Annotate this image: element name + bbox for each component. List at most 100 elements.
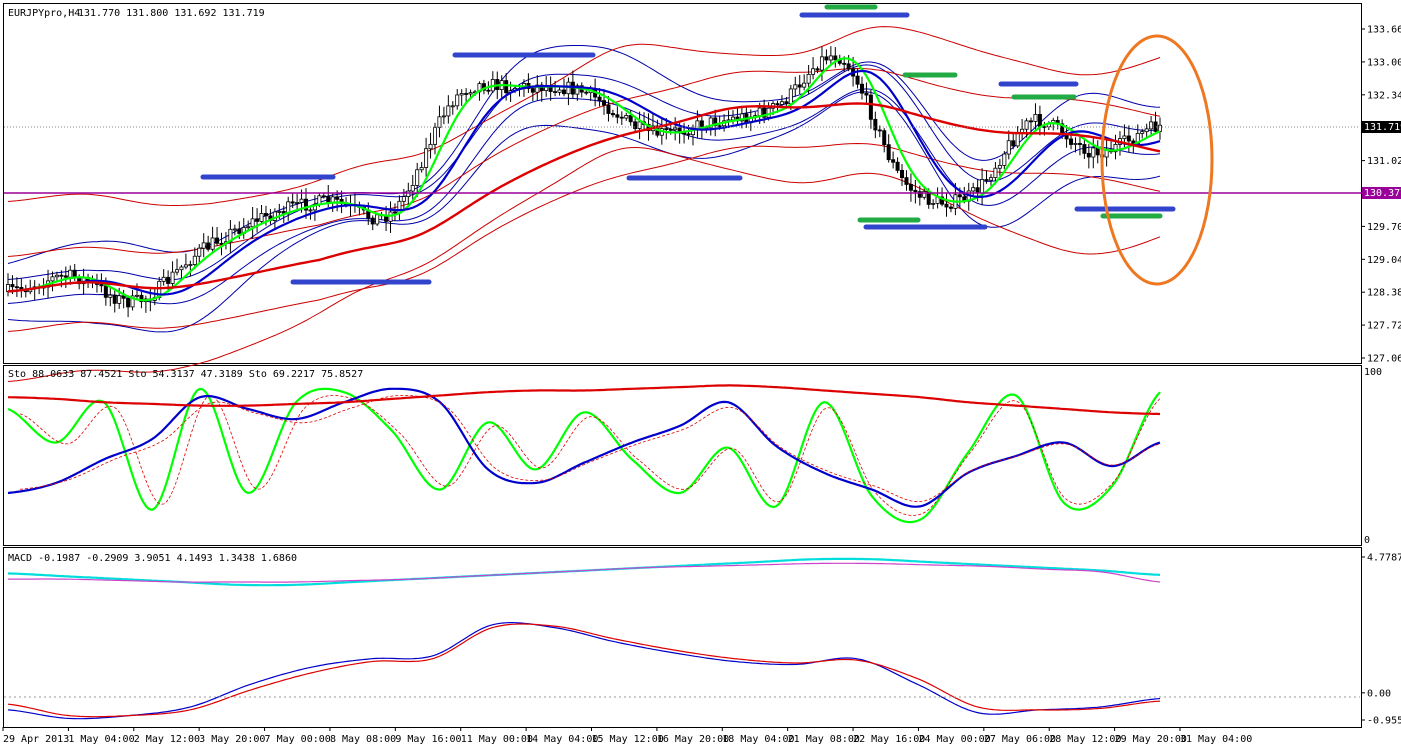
- candle-body-bear: [561, 89, 566, 95]
- candle-body-bull: [1015, 132, 1020, 147]
- candle-body-bear: [913, 189, 918, 193]
- candle-body-bear: [886, 144, 891, 161]
- candle-body-bear: [833, 55, 838, 61]
- candle-body-bear: [891, 159, 896, 163]
- candle-body-bear: [908, 184, 913, 191]
- candle-body-bear: [215, 237, 220, 244]
- candle-body-bull: [415, 169, 420, 186]
- envelope-upper-line: [7, 26, 1161, 206]
- candle-body-bear: [717, 125, 722, 128]
- candle-body-bull: [210, 237, 215, 250]
- candle-body-bull: [312, 203, 317, 211]
- candle-body-bear: [864, 92, 869, 96]
- candle-body-bull: [246, 226, 251, 229]
- candle-body-bull: [179, 266, 184, 271]
- price-tick-label: 133.665: [1367, 25, 1401, 36]
- horizontal-level-value: 130.377: [1364, 188, 1401, 199]
- candle-body-bear: [664, 128, 669, 131]
- candle-body-bull: [50, 276, 55, 282]
- candle-body-bear: [59, 274, 64, 277]
- time-tick-label: 18 May 04:00: [722, 734, 794, 745]
- candle-body-bear: [530, 88, 535, 93]
- stochastic-fast-line: [7, 387, 1161, 524]
- candle-body-bear: [877, 129, 882, 132]
- moving-average-fast-line: [7, 57, 1161, 302]
- main-price-panel[interactable]: [3, 3, 1362, 364]
- candle-body-bull: [188, 264, 193, 266]
- bollinger-envelope-bands: [7, 26, 1161, 382]
- candle-body-bear: [1126, 135, 1131, 142]
- candle-body-bear: [957, 194, 962, 198]
- stochastic-scale-bottom: 0: [1364, 535, 1370, 546]
- candle-body-bull: [108, 294, 113, 298]
- time-tick-label: 31 May 04:00: [1180, 734, 1252, 745]
- candle-body-bull: [459, 93, 464, 96]
- candle-body-bull: [1140, 131, 1145, 134]
- horizontal-level-tag: [1362, 187, 1401, 199]
- candle-body-bull: [441, 115, 446, 118]
- support-resistance-marks: [200, 4, 1176, 285]
- candle-body-bear: [166, 276, 171, 284]
- candle-body-bear: [940, 196, 945, 205]
- candle-body-bull: [993, 167, 998, 179]
- candle-body-bear: [619, 116, 624, 119]
- candle-body-bear: [321, 195, 326, 198]
- candle-body-bear: [486, 89, 491, 92]
- current-price-tag: [1362, 121, 1401, 133]
- moving-average-mid-line: [7, 69, 1161, 296]
- candle-body-bull: [980, 179, 985, 194]
- candle-body-bear: [615, 114, 620, 118]
- bollinger-lower-band: [7, 91, 1161, 333]
- candle-body-bull: [1006, 140, 1011, 155]
- envelope-inner-lower: [7, 142, 1161, 332]
- candle-body-bear: [112, 294, 117, 304]
- candle-body-bear: [597, 96, 602, 101]
- candle-body-bear: [868, 94, 873, 120]
- candle-body-bull: [406, 190, 411, 197]
- time-tick-label: 1 May 04:00: [68, 734, 134, 745]
- candle-body-bear: [859, 83, 864, 94]
- candle-body-bull: [277, 211, 282, 213]
- candle-body-bear: [206, 242, 211, 250]
- candle-body-bull: [757, 107, 762, 117]
- candle-body-bear: [263, 213, 268, 217]
- time-tick-label: 29 Apr 2013: [3, 734, 69, 745]
- price-tick-label: 131.025: [1367, 156, 1401, 167]
- current-price-value: 131.719: [1364, 122, 1401, 133]
- candle-body-bull: [806, 73, 811, 84]
- bollinger-inner-upper: [7, 64, 1161, 281]
- candle-body-bull: [68, 269, 73, 278]
- candle-body-bull: [624, 115, 629, 119]
- candle-body-bear: [842, 62, 847, 65]
- candle-body-bear: [873, 118, 878, 131]
- candle-body-bull: [468, 92, 473, 95]
- candle-body-bear: [824, 56, 829, 61]
- candle-body-bear: [628, 115, 633, 123]
- candle-body-bear: [606, 104, 611, 114]
- candle-body-bull: [1024, 120, 1029, 130]
- highlight-ellipse[interactable]: [1100, 34, 1214, 286]
- candle-body-bull: [250, 218, 255, 228]
- candle-body-bull: [557, 89, 562, 93]
- candle-body-bear: [895, 161, 900, 171]
- candle-body-bull: [419, 167, 424, 171]
- price-tick-label: 133.005: [1367, 57, 1401, 68]
- candle-body-bull: [201, 242, 206, 249]
- price-tick-label: 129.045: [1367, 255, 1401, 266]
- time-tick-label: 28 May 12:00: [1049, 734, 1121, 745]
- candle-body-bull: [731, 116, 736, 121]
- candle-body-bear: [335, 196, 340, 200]
- candle-body-bull: [437, 116, 442, 128]
- time-tick-label: 8 May 08:00: [330, 734, 396, 745]
- candle-body-bear: [1029, 120, 1034, 123]
- candle-body-bear: [846, 63, 851, 70]
- candle-body-bull: [432, 126, 437, 145]
- macd-scale: 4.7787 0.00 -0.9555: [1361, 553, 1401, 727]
- candle-body-bull: [673, 127, 678, 131]
- candle-body-bull: [766, 107, 771, 118]
- candle-body-bear: [944, 203, 949, 208]
- candle-body-bear: [63, 275, 68, 278]
- candle-body-bull: [1073, 143, 1078, 145]
- candle-body-bear: [290, 201, 295, 204]
